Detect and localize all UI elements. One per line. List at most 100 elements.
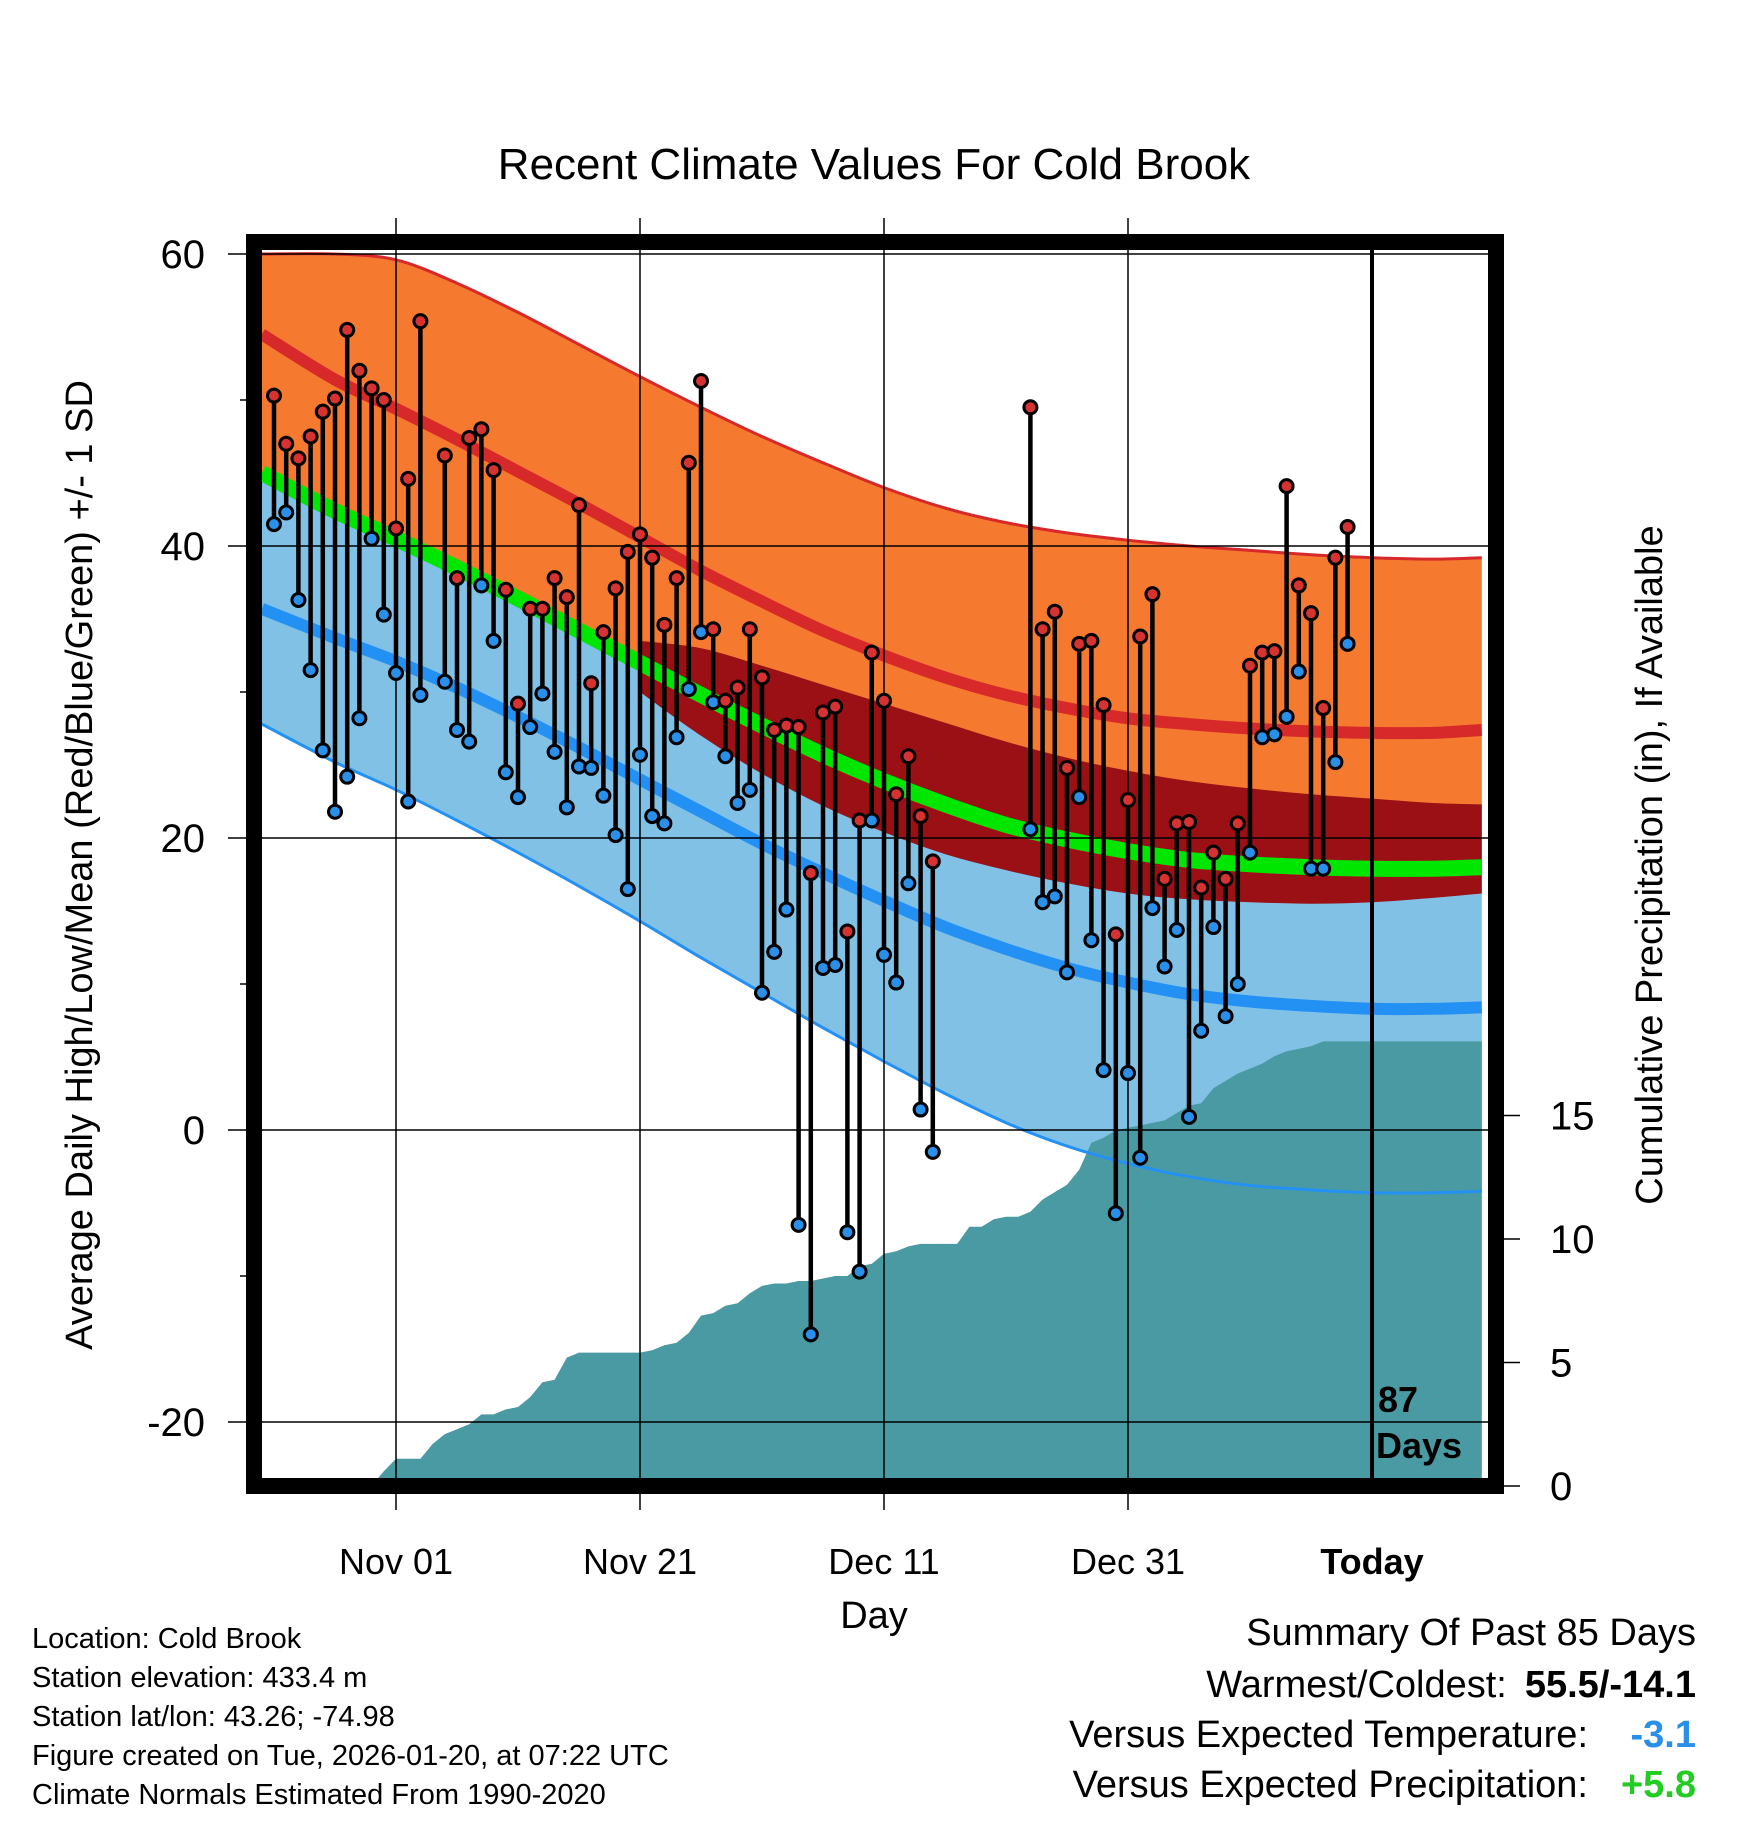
y2-tick-label: 10 — [1550, 1218, 1595, 1262]
daily-low-point — [1229, 976, 1246, 992]
daily-high-point — [1278, 478, 1295, 495]
temp-departure-label: Versus Expected Temperature: — [1069, 1714, 1588, 1756]
latlon-text: Station lat/lon: 43.26; -74.98 — [32, 1701, 395, 1733]
daily-high-point — [449, 570, 465, 587]
daily-low-point — [632, 746, 648, 763]
daily-high-point — [558, 589, 575, 606]
chart-title: Recent Climate Values For Cold Brook — [497, 140, 1251, 189]
y-tick-label: 0 — [183, 1109, 205, 1153]
daily-high-point — [790, 719, 807, 736]
warmest-label: Warmest/Coldest: — [1206, 1664, 1507, 1706]
daily-low-point — [1242, 844, 1258, 861]
daily-low-point — [497, 764, 514, 781]
y2-tick-label: 5 — [1550, 1342, 1572, 1386]
daily-low-point — [888, 974, 905, 991]
daily-low-point — [1132, 1149, 1149, 1166]
daily-high-point — [607, 580, 624, 597]
daily-low-point — [302, 662, 319, 679]
warmest-value: 55.5/-14.1 — [1524, 1664, 1696, 1706]
daily-high-point — [1303, 605, 1319, 622]
daily-high-point — [924, 853, 941, 870]
x-axis-label: Day — [840, 1595, 908, 1637]
daily-low-point — [449, 721, 465, 738]
daily-low-point — [1339, 635, 1356, 652]
daily-low-point — [1144, 900, 1161, 917]
normals-text: Climate Normals Estimated From 1990-2020 — [32, 1779, 606, 1811]
daily-low-point — [1071, 789, 1088, 806]
daily-low-point — [924, 1143, 941, 1160]
daily-high-point — [1107, 926, 1124, 943]
daily-high-point — [839, 923, 856, 940]
daily-low-point — [327, 803, 343, 820]
days-word-label: Days — [1376, 1425, 1462, 1466]
daily-low-point — [314, 742, 331, 759]
daily-low-point — [583, 759, 600, 776]
daily-low-point — [1193, 1022, 1210, 1039]
daily-low-point — [619, 881, 636, 898]
daily-high-point — [436, 447, 453, 464]
daily-high-point — [363, 380, 380, 397]
daily-high-point — [1095, 697, 1112, 714]
daily-high-point — [1120, 792, 1136, 809]
daily-high-point — [473, 421, 490, 438]
daily-high-point — [1132, 628, 1149, 645]
y-tick-label: 60 — [161, 233, 206, 277]
axis-text-layer: -20 0 20 40 60 0 5 10 15 Nov 01 Nov 21 Dec 11 Dec 31… — [59, 233, 1671, 1637]
daily-high-point — [314, 403, 331, 420]
y2-axis-label: Cumulative Precipitation (in), If Availa… — [1629, 525, 1671, 1204]
daily-high-point — [680, 454, 697, 471]
daily-high-point — [327, 390, 343, 407]
daily-high-point — [1205, 844, 1222, 861]
daily-low-point — [510, 789, 526, 806]
daily-low-point — [558, 799, 575, 816]
precipitation-layer — [298, 1041, 1482, 1478]
elevation-text: Station elevation: 433.4 m — [32, 1662, 368, 1694]
daily-high-point — [656, 616, 673, 633]
precip-departure-label: Versus Expected Precipitation: — [1072, 1764, 1588, 1806]
daily-high-point — [912, 808, 929, 825]
normal-mean-line — [262, 465, 1483, 877]
daily-low-point — [1217, 1008, 1234, 1025]
daily-low-point — [741, 781, 758, 798]
daily-low-point — [790, 1216, 807, 1233]
daily-high-point — [644, 549, 661, 566]
daily-high-point — [485, 462, 502, 479]
y-tick-label: -20 — [147, 1401, 205, 1445]
location-text: Location: Cold Brook — [32, 1623, 302, 1655]
y2-tick-label: 15 — [1550, 1095, 1595, 1139]
daily-high-point — [717, 692, 734, 709]
y-axis-label: Average Daily High/Low/Mean (Red/Blue/Gr… — [59, 380, 101, 1350]
daily-low-point — [1083, 932, 1100, 949]
daily-low-point — [339, 768, 356, 785]
daily-high-point — [546, 570, 563, 587]
daily-high-point — [412, 313, 429, 330]
y-tick-label: 20 — [161, 817, 206, 861]
daily-high-point — [1193, 879, 1210, 896]
daily-low-point — [436, 673, 453, 690]
daily-high-point — [461, 429, 478, 446]
daily-low-point — [278, 504, 295, 521]
daily-high-point — [1217, 870, 1234, 887]
x-tick-label: Nov 01 — [339, 1541, 453, 1582]
y-tick-label: 40 — [161, 525, 206, 569]
daily-high-point — [1156, 870, 1173, 887]
station-metadata: Location: Cold Brook Station elevation: … — [32, 1620, 669, 1815]
daily-high-point — [900, 748, 917, 765]
daily-high-point — [1290, 577, 1307, 594]
daily-high-point — [876, 692, 892, 709]
frame-layer — [246, 234, 1504, 1494]
daily-high-point — [632, 526, 648, 543]
daily-low-point — [461, 733, 478, 750]
daily-high-point — [1181, 813, 1197, 830]
daily-low-point — [388, 665, 404, 682]
daily-low-point — [473, 577, 490, 594]
daily-low-point — [717, 748, 734, 765]
daily-low-point — [1181, 1108, 1197, 1125]
y2-tick-label: 0 — [1550, 1465, 1572, 1509]
daily-high-point — [290, 450, 307, 467]
low-minus-sd-line — [262, 722, 1482, 1195]
daily-high-point — [741, 621, 758, 638]
daily-low-point — [1315, 860, 1332, 877]
daily-low-point — [863, 812, 880, 829]
daily-high-point — [534, 600, 551, 617]
